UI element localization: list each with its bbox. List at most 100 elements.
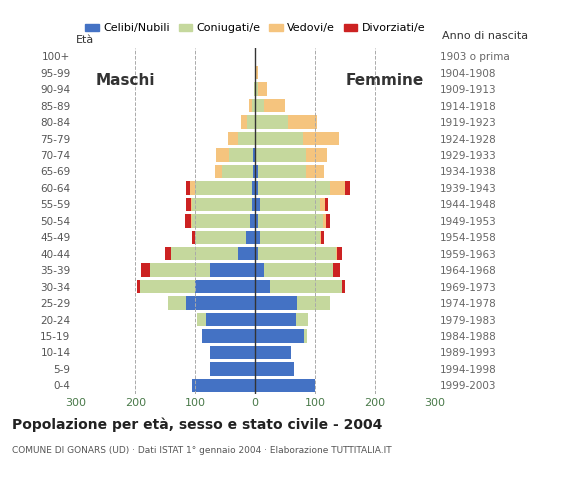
Bar	[165, 247, 171, 261]
Text: Femmine: Femmine	[346, 73, 424, 88]
Bar	[140, 280, 195, 293]
Bar	[306, 165, 324, 178]
Bar	[330, 181, 345, 194]
Text: Popolazione per età, sesso e stato civile - 2004: Popolazione per età, sesso e stato civil…	[12, 418, 382, 432]
Bar	[209, 362, 255, 376]
Bar	[206, 313, 255, 326]
Bar	[247, 115, 255, 129]
Bar	[255, 280, 270, 293]
Bar	[255, 165, 258, 178]
Bar	[264, 99, 285, 112]
Bar	[150, 264, 210, 277]
Bar	[246, 230, 255, 244]
Bar	[255, 247, 258, 261]
Text: Anno di nascita: Anno di nascita	[442, 31, 528, 41]
Bar	[336, 247, 338, 261]
Bar	[241, 115, 247, 129]
Bar	[215, 165, 222, 178]
Bar	[326, 214, 330, 228]
Text: Maschi: Maschi	[96, 73, 155, 88]
Bar	[320, 198, 325, 211]
Bar	[252, 181, 255, 194]
Bar	[270, 280, 342, 293]
Bar	[345, 181, 350, 194]
Bar	[258, 165, 306, 178]
Bar	[193, 230, 195, 244]
Bar	[256, 66, 258, 79]
Bar	[210, 346, 255, 359]
Bar	[338, 247, 342, 261]
Bar	[288, 115, 317, 129]
Bar	[255, 329, 304, 343]
Bar	[258, 83, 267, 96]
Bar	[255, 230, 260, 244]
Legend: Celibi/Nubili, Coniugati/e, Vedovi/e, Divorziati/e: Celibi/Nubili, Coniugati/e, Vedovi/e, Di…	[81, 19, 430, 38]
Bar	[296, 313, 308, 326]
Bar	[255, 214, 258, 228]
Bar	[197, 313, 206, 326]
Bar	[325, 198, 328, 211]
Bar	[255, 313, 296, 326]
Bar	[255, 379, 315, 392]
Bar	[249, 99, 252, 112]
Bar	[255, 198, 260, 211]
Bar	[202, 329, 255, 343]
Bar	[258, 214, 323, 228]
Bar	[210, 264, 255, 277]
Bar	[254, 83, 255, 96]
Bar	[342, 280, 345, 293]
Bar	[238, 132, 255, 145]
Bar	[238, 247, 255, 261]
Bar	[255, 296, 297, 310]
Bar	[304, 329, 307, 343]
Bar	[255, 115, 288, 129]
Bar	[306, 148, 327, 162]
Bar	[195, 181, 252, 194]
Bar	[216, 148, 230, 162]
Bar	[323, 214, 326, 228]
Bar	[193, 379, 255, 392]
Bar	[190, 181, 195, 194]
Bar	[255, 66, 256, 79]
Bar	[251, 214, 255, 228]
Bar	[186, 198, 191, 211]
Bar	[260, 230, 320, 244]
Bar	[253, 165, 255, 178]
Bar	[321, 230, 324, 244]
Bar	[195, 280, 255, 293]
Bar	[193, 198, 252, 211]
Bar	[333, 264, 340, 277]
Bar	[255, 99, 264, 112]
Bar	[186, 181, 190, 194]
Bar	[195, 230, 246, 244]
Bar	[171, 247, 238, 261]
Bar	[255, 362, 294, 376]
Bar	[255, 346, 291, 359]
Bar	[230, 148, 253, 162]
Bar	[252, 99, 255, 112]
Bar	[255, 148, 306, 162]
Bar	[255, 83, 258, 96]
Bar	[185, 214, 191, 228]
Text: COMUNE DI GONARS (UD) · Dati ISTAT 1° gennaio 2004 · Elaborazione TUTTITALIA.IT: COMUNE DI GONARS (UD) · Dati ISTAT 1° ge…	[12, 446, 392, 456]
Bar	[227, 132, 238, 145]
Bar	[264, 264, 333, 277]
Bar	[222, 165, 253, 178]
Bar	[320, 230, 321, 244]
Bar	[255, 264, 264, 277]
Bar	[303, 132, 339, 145]
Bar	[137, 280, 140, 293]
Text: Età: Età	[75, 35, 93, 45]
Bar	[255, 181, 258, 194]
Bar	[297, 296, 330, 310]
Bar	[168, 296, 186, 310]
Bar	[142, 264, 150, 277]
Bar	[258, 247, 336, 261]
Bar	[191, 198, 193, 211]
Bar	[255, 132, 303, 145]
Bar	[186, 296, 255, 310]
Bar	[258, 181, 330, 194]
Bar	[252, 198, 255, 211]
Bar	[260, 198, 320, 211]
Bar	[191, 214, 193, 228]
